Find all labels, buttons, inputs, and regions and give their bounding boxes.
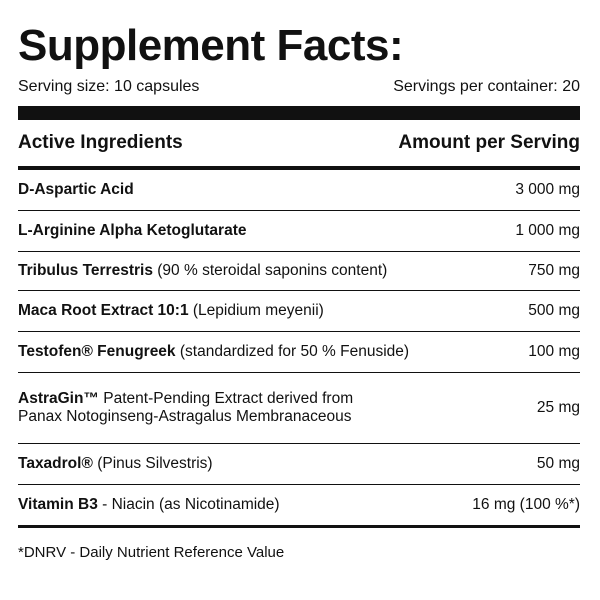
amount: 50 mg (536, 455, 580, 472)
amount: 3 000 mg (515, 181, 580, 198)
table-header: Active Ingredients Amount per Serving (18, 120, 580, 166)
amount: 100 mg (528, 343, 580, 360)
ingredient: Vitamin B3 - Niacin (as Nicotinamide) (18, 496, 280, 514)
table-row: L-Arginine Alpha Ketoglutarate 1 000 mg (18, 211, 580, 252)
ingredient: Testofen® Fenugreek (standardized for 50… (18, 343, 409, 361)
ingredient: Tribulus Terrestris (90 % steroidal sapo… (18, 262, 387, 280)
amount: 750 mg (528, 262, 580, 279)
ingredient-name: Taxadrol® (18, 455, 93, 472)
ingredient: D-Aspartic Acid (18, 181, 134, 199)
ingredient-name: D-Aspartic Acid (18, 181, 134, 198)
ingredient: L-Arginine Alpha Ketoglutarate (18, 222, 247, 240)
table-row: D-Aspartic Acid 3 000 mg (18, 170, 580, 211)
ingredient: AstraGin™ Patent-Pending Extract derived… (18, 390, 353, 426)
amount: 500 mg (528, 302, 580, 319)
table-row: Maca Root Extract 10:1 (Lepidium meyenii… (18, 291, 580, 332)
ingredient-detail: Panax Notoginseng-Astragalus Membranaceo… (18, 408, 352, 425)
ingredient-name: Testofen® Fenugreek (18, 343, 176, 360)
ingredient-detail: Patent-Pending Extract derived from (103, 390, 354, 407)
servings-per-container: Servings per container: 20 (393, 78, 580, 95)
column-header: Amount per Serving (398, 132, 580, 153)
amount: 25 mg (536, 399, 580, 416)
amount: 1 000 mg (515, 222, 580, 239)
ingredient: Taxadrol® (Pinus Silvestris) (18, 455, 213, 473)
footnote: *DNRV - Daily Nutrient Reference Value (18, 544, 285, 561)
column-header: Active Ingredients (18, 132, 183, 153)
serving-info: Serving size: 10 capsules Servings per c… (18, 78, 580, 96)
ingredient-name: Tribulus Terrestris (18, 262, 153, 279)
table-body: D-Aspartic Acid 3 000 mg L-Arginine Alpha … (18, 170, 580, 528)
ingredient-name: AstraGin™ (18, 390, 99, 407)
ingredient-name: L-Arginine Alpha Ketoglutarate (18, 222, 247, 239)
ingredient: Maca Root Extract 10:1 (Lepidium meyenii… (18, 302, 324, 320)
ingredient-detail: (90 % steroidal saponins content) (157, 262, 388, 279)
divider-bar (18, 166, 580, 170)
serving-size: Serving size: 10 capsules (18, 78, 200, 95)
supplement-panel: Supplement Facts: Serving size: 10 capsu… (18, 0, 580, 561)
ingredient-detail: (standardized for 50 % Fenuside) (179, 343, 410, 360)
ingredient-detail: (Pinus Silvestris) (97, 455, 213, 472)
ingredient-detail: (Lepidium meyenii) (192, 302, 324, 319)
ingredient-detail: - Niacin (as Nicotinamide) (102, 496, 280, 513)
table-row: AstraGin™ Patent-Pending Extract derived… (18, 373, 580, 444)
table-row: Tribulus Terrestris (90 % steroidal sapo… (18, 252, 580, 291)
table-row: Testofen® Fenugreek (standardized for 50… (18, 332, 580, 373)
table-row: Vitamin B3 - Niacin (as Nicotinamide) 16 … (18, 485, 580, 528)
table-row: Taxadrol® (Pinus Silvestris) 50 mg (18, 444, 580, 485)
ingredient-name: Maca Root Extract 10:1 (18, 302, 189, 319)
ingredient-name: Vitamin B3 (18, 496, 98, 513)
divider-bar (18, 106, 580, 120)
amount: 16 mg (100 %*) (472, 496, 580, 513)
title: Supplement Facts: (18, 21, 404, 70)
